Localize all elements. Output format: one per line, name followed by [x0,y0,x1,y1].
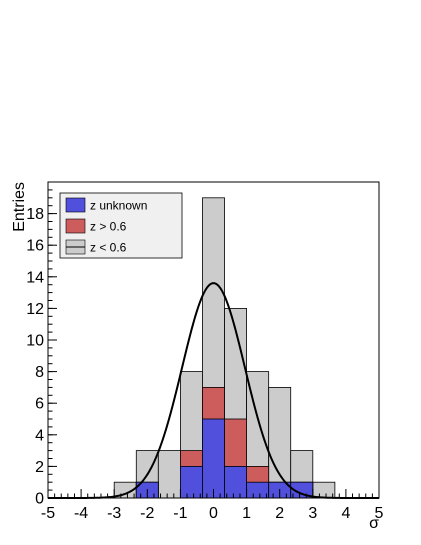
y-axis-title: Entries [11,182,28,232]
bar-z-0-6-10 [268,386,292,499]
x-tick-label: 2 [275,505,284,522]
x-tick-label: 5 [375,505,384,522]
bar-z-unknown-6 [179,465,203,499]
bar-z-0-6-12 [312,481,336,499]
y-tick-label: 12 [26,301,44,318]
bar-z-unknown-9 [246,481,270,499]
histogram-layer [113,197,336,499]
bar-z-unknown-8 [224,465,247,499]
x-tick-label: 4 [341,505,350,522]
x-tick-label: -3 [107,505,121,522]
x-axis-title: σ [369,515,379,532]
x-tick-label: -1 [173,505,187,522]
y-tick-label: 18 [26,206,44,223]
y-tick-label: 6 [35,396,44,413]
legend-label-z-unknown: z unknown [90,199,147,213]
y-tick-label: 4 [35,427,44,444]
y-tick-label: 10 [26,333,44,350]
y-tick-label: 8 [35,364,44,381]
y-tick-label: 0 [35,491,44,508]
bar-z-0-6-5 [157,450,181,499]
x-tick-label: 1 [242,505,251,522]
legend-label-z-0-6: z < 0.6 [90,241,127,255]
bar-z-unknown-7 [202,418,225,499]
x-tick-label: -5 [41,505,55,522]
x-tick-label: 0 [209,505,218,522]
legend: z unknown z > 0.6 z < 0.6 [59,192,183,259]
axis-ticks [47,181,380,499]
legend-label-z-0-6: z > 0.6 [90,220,127,234]
x-tick-label: -4 [74,505,88,522]
y-tick-label: 16 [26,238,44,255]
y-tick-label: 14 [26,269,44,286]
legend-swatch-z-0-6 [65,218,86,234]
y-tick-label: 2 [35,459,44,476]
x-tick-label: -2 [140,505,154,522]
legend-swatch-z-unknown [65,197,86,213]
x-tick-label: 3 [308,505,317,522]
